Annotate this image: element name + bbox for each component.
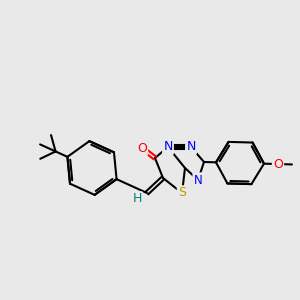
Text: H: H: [132, 193, 142, 206]
Text: S: S: [178, 187, 186, 200]
Text: N: N: [163, 140, 173, 154]
Text: O: O: [137, 142, 147, 154]
Text: O: O: [273, 158, 283, 171]
Text: N: N: [186, 140, 196, 154]
Text: N: N: [194, 173, 202, 187]
